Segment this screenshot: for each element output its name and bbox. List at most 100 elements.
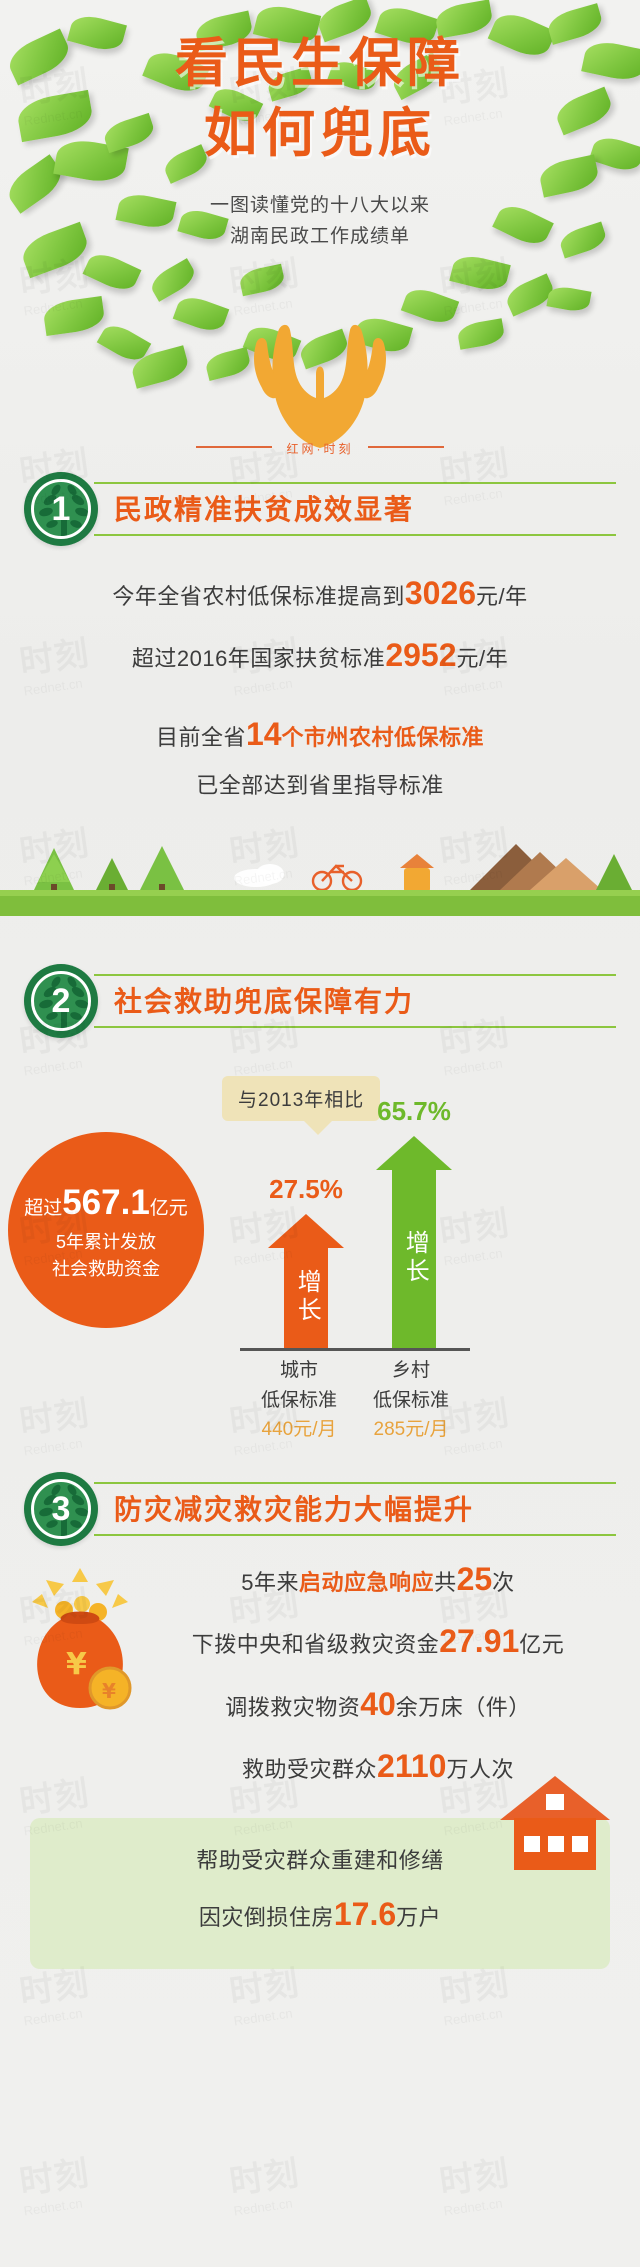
stat-text: 帮助受灾群众重建和修缮 bbox=[196, 1847, 444, 1873]
stat-text: 元/年 bbox=[456, 646, 509, 672]
stat-line: 目前全省14个市州农村低保标准 bbox=[0, 703, 640, 765]
subtitle-line2: 湖南民政工作成绩单 bbox=[229, 226, 410, 247]
section-3-text: 5年来启动应急响应共25次 下拨中央和省级救灾资金27.91亿元 调拨救灾物资4… bbox=[0, 1548, 640, 1798]
subtitle-line1: 一图读懂党的十八大以来 bbox=[209, 194, 430, 216]
stat-text: 万户 bbox=[396, 1904, 442, 1930]
stat-text: 下拨中央和省级救灾资金 bbox=[191, 1632, 440, 1658]
section-1-header: 1 民政精准扶贫成效显著 bbox=[24, 470, 616, 548]
circle-desc-line2: 社会救助资金 bbox=[52, 1259, 160, 1280]
page-title-line1: 看民生保障 bbox=[175, 34, 465, 93]
bicycle-icon bbox=[311, 864, 363, 892]
section-3-body: ¥ ¥ 5年来启动应急响应共25次 下拨中央和省级救灾资金27.91亿元 调拨救… bbox=[0, 1548, 640, 1798]
section-1-rules bbox=[94, 482, 616, 536]
growth-chart: 超过567.1亿元 5年累计发放 社会救助资金 与2013年相比 27.5% 增… bbox=[0, 1054, 640, 1444]
circle-unit: 亿元 bbox=[149, 1197, 188, 1219]
section-2: 2 社会救助兜底保障有力 超过567.1亿元 5年累计发放 社会救助资金 与20… bbox=[0, 962, 640, 1444]
house-icon bbox=[404, 868, 430, 893]
header-section: 看民生保障 如何兜底 一图读懂党的十八大以来 湖南民政工作成绩单 红网·时刻 bbox=[0, 0, 640, 470]
page-title-line2: 如何兜底 bbox=[204, 103, 436, 163]
section-2-number: 2 bbox=[51, 982, 71, 1021]
leaf-icon bbox=[237, 263, 287, 297]
category-label-village: 乡村 低保标准 285元/月 bbox=[356, 1356, 466, 1444]
footer-highlight-box: 帮助受灾群众重建和修缮 因灾倒损住房17.6万户 bbox=[30, 1775, 610, 1969]
stat-text: 亿元 bbox=[519, 1632, 565, 1658]
landscape-scene bbox=[0, 826, 640, 917]
svg-text:¥: ¥ bbox=[66, 1647, 87, 1682]
stat-text: 5年来 bbox=[241, 1570, 300, 1596]
stat-line: 下拨中央和省级救灾资金27.91亿元 bbox=[132, 1610, 624, 1672]
category-name-city: 城市 bbox=[279, 1360, 318, 1382]
stat-number: 25 bbox=[456, 1561, 493, 1598]
house-icon bbox=[500, 1775, 610, 1870]
bar-city: 增长 bbox=[268, 1214, 344, 1349]
page-subtitle: 一图读懂党的十八大以来 湖南民政工作成绩单 bbox=[0, 190, 640, 253]
bar-village: 增长 bbox=[376, 1136, 452, 1349]
footnote-city: 440元/月 bbox=[261, 1418, 337, 1440]
footnote-village: 285元/月 bbox=[373, 1418, 449, 1440]
stat-text: 目前全省 bbox=[155, 724, 246, 750]
stat-text: 救助受灾群众 bbox=[242, 1757, 378, 1783]
category-sub-city: 低保标准 bbox=[260, 1389, 337, 1411]
section-3-number: 3 bbox=[51, 1490, 71, 1529]
tree-icon bbox=[39, 976, 88, 1029]
stat-text: 已全部达到省里指导标准 bbox=[196, 773, 444, 799]
section-2-header: 2 社会救助兜底保障有力 bbox=[24, 962, 616, 1040]
stat-number: 17.6 bbox=[333, 1895, 397, 1932]
scene-illustration bbox=[0, 844, 640, 917]
section-1-title: 民政精准扶贫成效显著 bbox=[114, 494, 415, 525]
tree-icon bbox=[39, 1484, 88, 1537]
watermark: 时刻Rednet.cn bbox=[16, 2145, 94, 2218]
bar-label-village: 增长 bbox=[401, 1230, 429, 1287]
circle-desc-line1: 5年累计发放 bbox=[55, 1232, 156, 1253]
chart-axis bbox=[240, 1348, 470, 1352]
brand-rule-left bbox=[196, 446, 272, 448]
brand-label: 红网·时刻 bbox=[286, 442, 354, 456]
stat-line: 调拨救灾物资40余万床（件） bbox=[132, 1673, 624, 1735]
svg-text:¥: ¥ bbox=[102, 1679, 116, 1703]
stat-number: 2110 bbox=[377, 1748, 447, 1785]
tree-icon bbox=[39, 484, 88, 536]
stat-text: 元/年 bbox=[476, 584, 528, 609]
section-3-rules bbox=[94, 1482, 616, 1537]
stat-text: 调拨救灾物资 bbox=[225, 1694, 361, 1720]
section-3-title: 防灾减灾救灾能力大幅提升 bbox=[114, 1494, 475, 1526]
section-1-body: 今年全省农村低保标准提高到3026元/年 超过2016年国家扶贫标准2952元/… bbox=[0, 562, 640, 808]
section-1: 1 民政精准扶贫成效显著 今年全省农村低保标准提高到3026元/年 超过2016… bbox=[0, 470, 640, 917]
stat-line: 救助受灾群众2110万人次 bbox=[132, 1735, 624, 1797]
watermark: 时刻Rednet.cn bbox=[226, 2145, 304, 2218]
stat-text: 万人次 bbox=[446, 1757, 514, 1783]
leaf-icon bbox=[546, 284, 592, 314]
stat-text: 今年全省农村低保标准提高到 bbox=[112, 584, 405, 609]
money-bag-icon: ¥ ¥ bbox=[32, 1568, 132, 1710]
category-sub-village: 低保标准 bbox=[372, 1389, 449, 1411]
leaf-icon bbox=[456, 318, 506, 350]
stat-number: 2952 bbox=[385, 637, 457, 674]
stat-number: 40 bbox=[360, 1685, 396, 1722]
footer-line-1: 帮助受灾群众重建和修缮 bbox=[48, 1840, 592, 1883]
leaf-icon bbox=[400, 283, 460, 329]
section-3: 3 防灾减灾救灾能力大幅提升 bbox=[0, 1470, 640, 1798]
hands-sprout-icon bbox=[254, 324, 386, 448]
category-label-city: 城市 低保标准 440元/月 bbox=[244, 1356, 354, 1444]
stat-text: 次 bbox=[492, 1570, 515, 1596]
leaf-icon bbox=[147, 258, 199, 302]
stat-number: 3026 bbox=[404, 575, 477, 611]
stat-line: 5年来启动应急响应共25次 bbox=[132, 1548, 624, 1610]
value-label-village: 65.7% bbox=[377, 1096, 451, 1127]
chart-callout: 与2013年相比 bbox=[222, 1076, 381, 1136]
stat-number: 27.91 bbox=[439, 1623, 520, 1660]
section-3-badge: 3 bbox=[24, 1472, 98, 1547]
leaf-icon bbox=[172, 292, 230, 336]
circle-prefix: 超过 bbox=[24, 1197, 63, 1219]
stat-number: 14 bbox=[245, 715, 282, 752]
stat-line: 已全部达到省里指导标准 bbox=[0, 765, 640, 808]
stat-text: 余万床（件） bbox=[395, 1694, 531, 1720]
stat-line: 超过2016年国家扶贫标准2952元/年 bbox=[0, 624, 640, 686]
leaf-icon bbox=[82, 248, 142, 296]
bar-label-city: 增长 bbox=[293, 1269, 321, 1326]
leaf-icon bbox=[449, 251, 511, 295]
stat-text: 因灾倒损住房 bbox=[198, 1904, 334, 1930]
section-2-badge: 2 bbox=[24, 964, 98, 1039]
footer-line-2: 因灾倒损住房17.6万户 bbox=[48, 1883, 592, 1945]
